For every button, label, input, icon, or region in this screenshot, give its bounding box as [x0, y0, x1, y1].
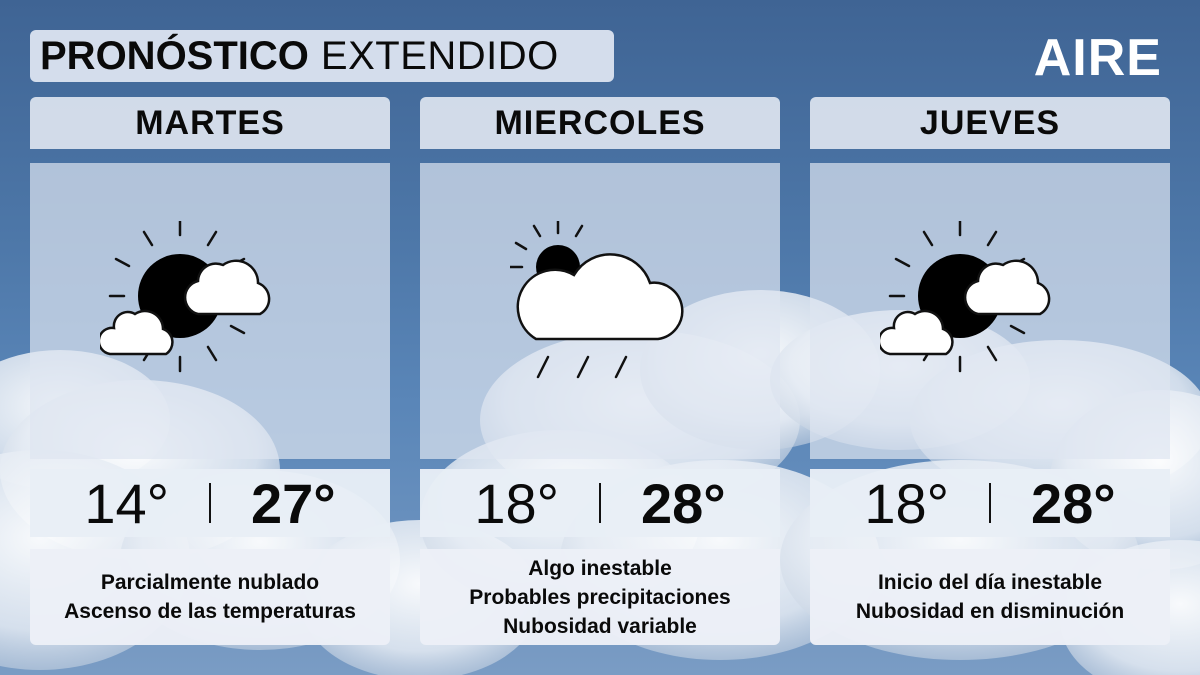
description-line: Parcialmente nublado — [100, 571, 320, 594]
temperature-row: 18° 28° — [810, 469, 1170, 537]
description-line: Inicio del día inestable — [877, 571, 1103, 594]
forecast-description: Parcialmente nublado Ascenso de las temp… — [30, 549, 390, 645]
day-panel-miercoles: MIERCOLES 18° 28° Algo inestable Probabl — [420, 97, 780, 645]
max-temperature: 28° — [1031, 471, 1116, 535]
weather-icon-box — [810, 163, 1170, 459]
weather-icon-box — [420, 163, 780, 459]
min-temperature: 14° — [84, 471, 169, 535]
description-line: Nubosidad en disminución — [855, 600, 1125, 623]
day-panel-jueves: JUEVES 18° 28° — [810, 97, 1170, 645]
max-temperature: 27° — [251, 471, 336, 535]
temperature-divider — [599, 483, 601, 523]
title-light-text: EXTENDIDO — [320, 33, 559, 78]
max-temperature: 28° — [641, 471, 726, 535]
partly-cloudy-icon — [880, 221, 1051, 373]
description-line: Nubosidad variable — [503, 614, 697, 638]
temperature-row: 18° 28° — [420, 469, 780, 537]
day-name: MIERCOLES — [420, 97, 780, 149]
forecast-description: Algo inestable Probables precipitaciones… — [420, 549, 780, 645]
temperature-divider — [209, 483, 211, 523]
forecast-description: Inicio del día inestable Nubosidad en di… — [810, 549, 1170, 645]
title-bold-text: PRONÓSTICO — [40, 33, 309, 78]
cloud-rain-icon — [510, 221, 684, 379]
min-temperature: 18° — [864, 471, 949, 535]
temperature-divider — [989, 483, 991, 523]
title-banner: PRONÓSTICO EXTENDIDO — [30, 30, 614, 82]
weather-icon-box — [30, 163, 390, 459]
day-panel-martes: MARTES 14° 27° — [30, 97, 390, 645]
description-line: Probables precipitaciones — [469, 585, 731, 609]
brand-logo: AIRE — [1033, 29, 1162, 87]
partly-cloudy-icon — [100, 221, 271, 373]
description-line: Algo inestable — [528, 556, 672, 580]
day-name: JUEVES — [810, 97, 1170, 149]
min-temperature: 18° — [474, 471, 559, 535]
day-name: MARTES — [30, 97, 390, 149]
temperature-row: 14° 27° — [30, 469, 390, 537]
description-line: Ascenso de las temperaturas — [64, 600, 356, 623]
